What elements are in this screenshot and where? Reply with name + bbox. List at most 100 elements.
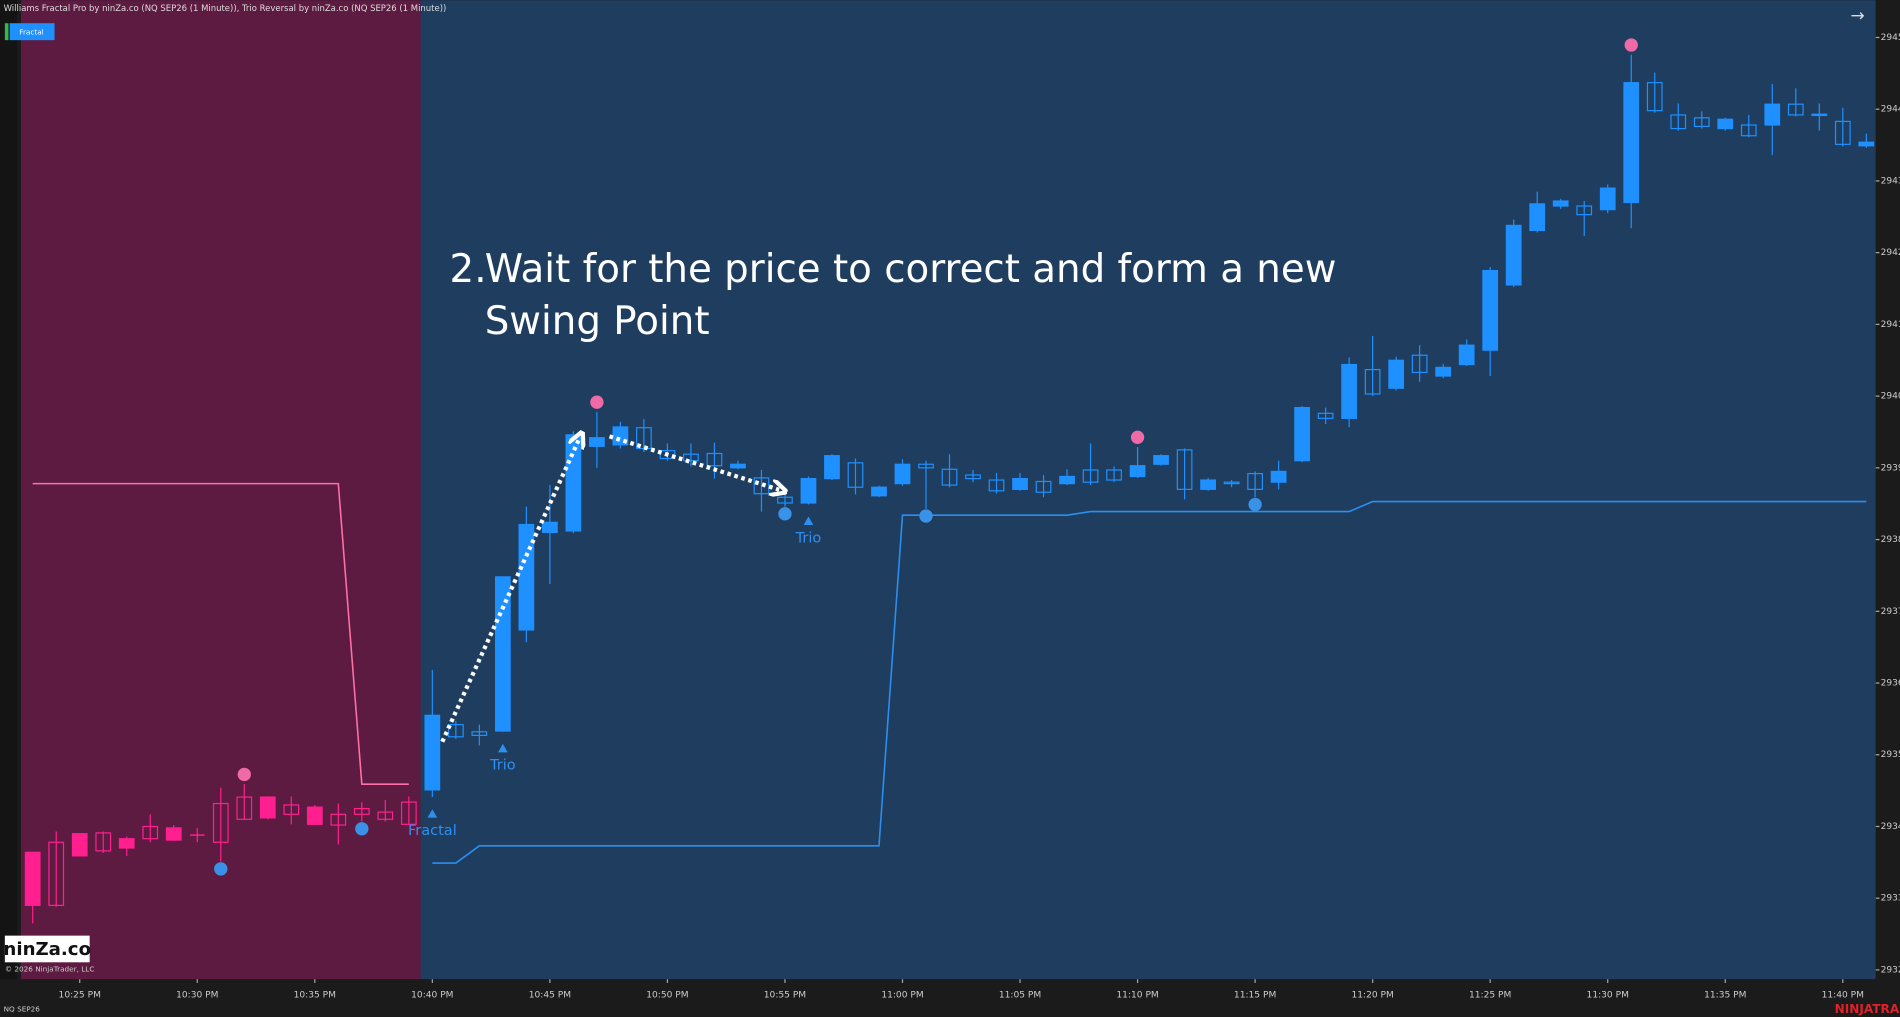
button-edge — [4, 23, 9, 41]
x-tick-label: 10:25 PM — [59, 991, 101, 1001]
candle-body — [212, 802, 229, 843]
y-tick-label: 2940 — [1881, 392, 1900, 402]
candle-body — [1176, 449, 1193, 490]
candle-body — [283, 804, 300, 815]
nav-arrow[interactable]: → — [1850, 5, 1864, 25]
annotation-number: 2. — [450, 247, 487, 292]
candle-body — [471, 731, 488, 736]
x-tick-label: 11:10 PM — [1116, 991, 1158, 1001]
button-bg[interactable] — [9, 23, 55, 41]
candle-body — [1623, 82, 1640, 204]
candle-body — [871, 486, 887, 497]
candle-body — [1717, 118, 1734, 130]
signal-label: Trio — [795, 530, 822, 546]
candle-body — [24, 851, 41, 906]
signal-triangle — [427, 809, 438, 818]
candle-body — [706, 452, 723, 467]
candle-body — [1035, 480, 1052, 493]
candle-body — [1388, 359, 1405, 389]
candle-body — [165, 827, 182, 841]
markers: Fractal Trio Trio — [214, 38, 1638, 876]
candle-body — [730, 463, 746, 469]
candle-body — [683, 453, 699, 462]
y-tick-label: 2944 — [1881, 105, 1900, 115]
x-tick-label: 10:45 PM — [529, 991, 571, 1001]
candle-body — [918, 463, 934, 469]
stop-line — [32, 482, 409, 785]
candle-body — [48, 841, 65, 906]
x-tick-label: 10:35 PM — [294, 991, 336, 1001]
candle-body — [1247, 472, 1263, 490]
candle-body — [1505, 224, 1522, 286]
backgrounds — [20, 0, 1876, 980]
y-tick-label: 2933 — [1881, 894, 1900, 904]
signal-label: Trio — [489, 758, 516, 774]
candle-body — [965, 474, 981, 480]
candle-body — [1364, 368, 1381, 395]
instrument: NQ SEP26 — [4, 1005, 41, 1014]
fractal-low — [355, 822, 369, 836]
stop-line — [432, 500, 1867, 864]
y-tick-label: 2945 — [1881, 33, 1900, 43]
y-tick-label: 2937 — [1881, 607, 1900, 617]
indicator-button[interactable]: Fractal — [4, 23, 55, 41]
x-tick-label: 10:40 PM — [411, 991, 453, 1001]
x-tick-label: 11:00 PM — [881, 991, 923, 1001]
candle-body — [1482, 269, 1499, 351]
candle-body — [1787, 103, 1804, 116]
logo-bg — [4, 935, 90, 963]
x-tick-label: 11:30 PM — [1587, 991, 1629, 1001]
candle-body — [1270, 470, 1287, 483]
candle-body — [1435, 366, 1452, 377]
candle-body — [1693, 117, 1710, 128]
arrow-down — [608, 434, 780, 489]
button-label[interactable]: Fractal — [19, 27, 43, 36]
candle-body — [1834, 120, 1851, 145]
arrow-up — [440, 439, 579, 743]
header-text: Williams Fractal Pro by ninZa.co (NQ SEP… — [4, 3, 447, 13]
candle-body — [71, 833, 88, 857]
y-tick-label: 2938 — [1881, 535, 1900, 545]
x-tick-label: 11:40 PM — [1822, 991, 1864, 1001]
fractal-low — [919, 509, 933, 523]
candle-body — [259, 796, 276, 819]
candle-body — [1529, 203, 1546, 232]
candle-body — [824, 455, 840, 480]
signal-triangle — [498, 743, 508, 753]
fractal-high — [1624, 38, 1638, 52]
candle-body — [1764, 103, 1781, 126]
candle-body — [118, 838, 135, 849]
candle-body — [142, 825, 159, 840]
candle-body — [353, 807, 370, 815]
candle-body — [1411, 354, 1428, 374]
x-tick-label: 10:30 PM — [176, 991, 218, 1001]
candle-body — [988, 479, 1005, 492]
candle-body — [1670, 114, 1687, 130]
brand: NINJATRAD — [1835, 1002, 1900, 1016]
y-tick-label: 2934 — [1881, 822, 1900, 832]
x-tick-label: 11:15 PM — [1234, 991, 1276, 1001]
y-tick-label: 2935 — [1881, 750, 1900, 760]
candle-body — [1106, 469, 1122, 481]
candle-body — [424, 714, 441, 791]
candle-body — [1200, 479, 1216, 490]
logo: ninZa.co — [3, 939, 91, 960]
candles — [24, 54, 1875, 924]
candle-body — [1294, 406, 1311, 462]
candle-body — [1858, 141, 1875, 147]
candle-body — [1458, 344, 1475, 366]
x-tick-label: 11:20 PM — [1351, 991, 1393, 1001]
candle-body — [1059, 475, 1075, 485]
candle-body — [1341, 363, 1358, 419]
fractal-low — [1248, 497, 1262, 512]
fractal-high — [1130, 430, 1145, 445]
y-tick-label: 2936 — [1881, 679, 1900, 689]
candle-body — [1740, 124, 1757, 137]
candle-body — [1153, 455, 1169, 465]
candle-body — [236, 796, 253, 820]
fractal-high — [237, 767, 251, 782]
left-strip — [0, 0, 17, 980]
